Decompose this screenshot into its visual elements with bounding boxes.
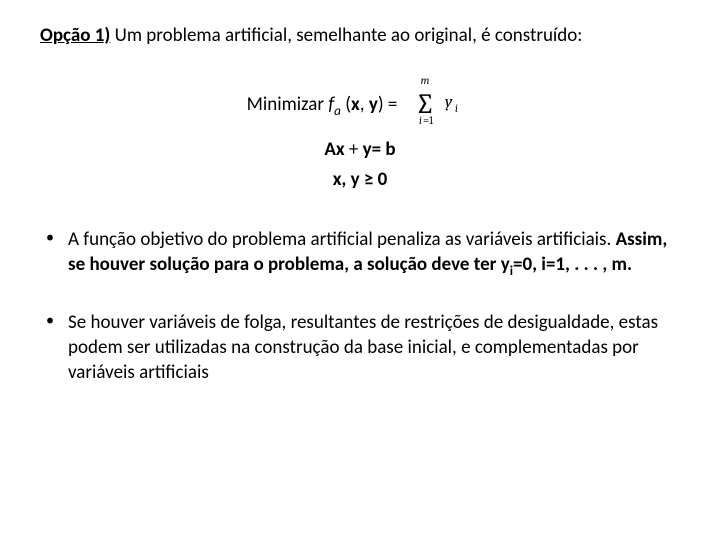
- func-sub-a: a: [334, 102, 341, 119]
- arg-y: y: [369, 93, 378, 116]
- nn-comma: ,: [341, 168, 350, 191]
- bullet-1-plain: A função objetivo do problema artificial…: [68, 228, 616, 251]
- args-close-eq: ) =: [378, 93, 398, 116]
- minimize-word: Minimizar: [247, 93, 329, 116]
- sum-svg: m ∑ i =1 y i: [411, 74, 473, 126]
- bullet-1-bold-2: =0, i=1, . . . , m.: [513, 253, 632, 276]
- mat-a: A: [324, 138, 336, 161]
- nn-geq: ≥ 0: [360, 168, 388, 191]
- bullet-2: Se houver variáveis de folga, resultante…: [40, 311, 680, 385]
- slide: Opção 1) Um problema artificial, semelha…: [0, 0, 720, 540]
- math-row-1: Minimizar fa (x, y) = m ∑ i =1 y i: [247, 74, 474, 135]
- args-open: (: [341, 93, 351, 116]
- args-comma: ,: [360, 93, 369, 116]
- nn-y: y: [351, 168, 360, 191]
- vec-y: y: [363, 138, 372, 161]
- arg-x: x: [351, 93, 360, 116]
- title-rest: Um problema artificial, semelhante ao or…: [110, 24, 582, 47]
- sum-term-sub: i: [455, 102, 458, 115]
- eq-b: = b: [372, 138, 396, 161]
- summation-icon: m ∑ i =1 y i: [411, 74, 473, 135]
- math-constraint-1: Ax + y= b: [40, 135, 680, 164]
- sum-upper: m: [421, 74, 430, 87]
- plus: +: [345, 138, 363, 161]
- math-constraint-2: x, y ≥ 0: [40, 165, 680, 194]
- sum-lower-eq: =1: [423, 114, 434, 126]
- bullet-list: A função objetivo do problema artificial…: [40, 228, 680, 385]
- math-block: Minimizar fa (x, y) = m ∑ i =1 y i Ax + …: [40, 74, 680, 194]
- bullet-1: A função objetivo do problema artificial…: [40, 228, 680, 277]
- sum-lower-i: i: [419, 114, 422, 126]
- title-lead: Opção 1): [40, 24, 110, 47]
- vec-x: x: [336, 138, 345, 161]
- bullet-2-text: Se houver variáveis de folga, resultante…: [68, 311, 658, 383]
- title-line: Opção 1) Um problema artificial, semelha…: [40, 24, 680, 48]
- math-objective: Minimizar fa (x, y) =: [247, 90, 398, 119]
- sum-term-y: y: [445, 93, 453, 112]
